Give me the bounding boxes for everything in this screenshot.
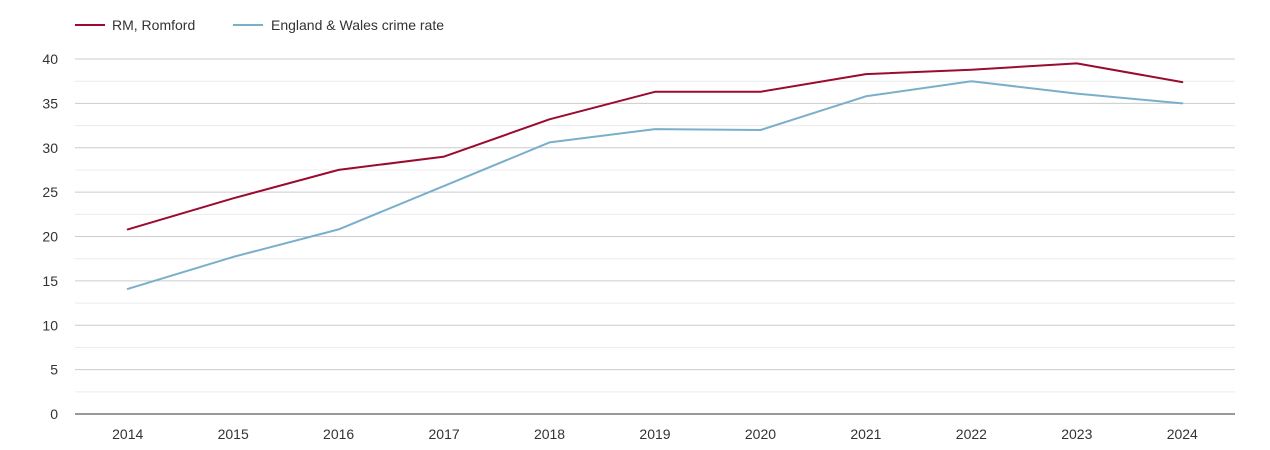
y-tick-label: 30	[42, 140, 58, 156]
legend-label-rm-romford: RM, Romford	[112, 17, 195, 33]
y-tick-label: 40	[42, 51, 58, 67]
x-tick-label: 2017	[429, 426, 460, 442]
y-tick-label: 25	[42, 184, 58, 200]
y-tick-label: 0	[50, 406, 58, 422]
series-line-rm-romford	[126, 62, 1184, 231]
y-tick-label: 5	[50, 362, 58, 378]
y-tick-label: 15	[42, 273, 58, 289]
series-lines	[126, 62, 1184, 290]
x-tick-label: 2015	[218, 426, 249, 442]
y-axis-labels: 0 5 10 15 20 25 30 35 40	[42, 51, 58, 422]
x-tick-label: 2014	[112, 426, 143, 442]
x-tick-label: 2023	[1061, 426, 1092, 442]
legend: RM, Romford England & Wales crime rate	[75, 17, 444, 33]
x-tick-label: 2020	[745, 426, 776, 442]
x-tick-label: 2021	[850, 426, 881, 442]
y-tick-label: 10	[42, 317, 58, 333]
x-tick-label: 2024	[1167, 426, 1198, 442]
y-tick-label: 20	[42, 229, 58, 245]
x-tick-label: 2022	[956, 426, 987, 442]
x-tick-label: 2019	[639, 426, 670, 442]
legend-label-england-wales: England & Wales crime rate	[271, 17, 444, 33]
series-line-england-wales-crime-rate	[126, 80, 1184, 290]
x-axis-labels: 2014 2015 2016 2017 2018 2019 2020 2021 2022 2023…	[112, 426, 1198, 442]
x-tick-label: 2016	[323, 426, 354, 442]
x-tick-label: 2018	[534, 426, 565, 442]
grid	[75, 58, 1235, 393]
y-tick-label: 35	[42, 95, 58, 111]
